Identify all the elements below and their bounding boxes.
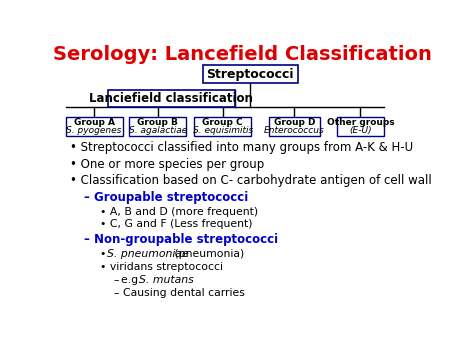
FancyBboxPatch shape (269, 117, 320, 136)
Text: • viridans streptococci: • viridans streptococci (100, 262, 223, 272)
Text: Group D: Group D (273, 118, 315, 127)
Text: S. equisimitis: S. equisimitis (192, 126, 253, 135)
Text: S. pneumoniae: S. pneumoniae (107, 250, 189, 260)
Text: e.g.: e.g. (120, 275, 145, 285)
Text: Serology: Lancefield Classification: Serology: Lancefield Classification (54, 45, 432, 64)
FancyBboxPatch shape (337, 117, 384, 136)
FancyBboxPatch shape (202, 65, 298, 83)
Text: Group C: Group C (202, 118, 243, 127)
Text: – Causing dental carries: – Causing dental carries (114, 288, 245, 298)
FancyBboxPatch shape (194, 117, 251, 136)
Text: Streptococci: Streptococci (207, 67, 294, 81)
Text: Enterococcus: Enterococcus (264, 126, 325, 135)
Text: –: – (114, 275, 123, 285)
Text: •: • (100, 250, 109, 260)
Text: • Streptococci classified into many groups from A-K & H-U: • Streptococci classified into many grou… (70, 141, 413, 154)
FancyBboxPatch shape (66, 117, 123, 136)
Text: – Groupable streptococci: – Groupable streptococci (84, 191, 248, 203)
Text: • A, B and D (more frequent): • A, B and D (more frequent) (100, 207, 258, 217)
FancyBboxPatch shape (108, 91, 235, 107)
Text: • One or more species per group: • One or more species per group (70, 158, 264, 171)
Text: (pneumonia): (pneumonia) (171, 250, 244, 260)
Text: S. pyogenes: S. pyogenes (66, 126, 122, 135)
Text: • Classification based on C- carbohydrate antigen of cell wall: • Classification based on C- carbohydrat… (70, 174, 432, 187)
Text: – Non-groupable streptococci: – Non-groupable streptococci (84, 234, 278, 246)
Text: Lanciefield classification: Lanciefield classification (90, 92, 253, 105)
Text: S. agalactiae: S. agalactiae (128, 126, 187, 135)
Text: Other groups: Other groups (327, 118, 394, 127)
Text: S. mutans: S. mutans (139, 275, 194, 285)
FancyBboxPatch shape (129, 117, 186, 136)
Text: Group B: Group B (137, 118, 178, 127)
Text: • C, G and F (Less frequent): • C, G and F (Less frequent) (100, 219, 252, 229)
Text: Group A: Group A (73, 118, 115, 127)
Text: (E-U): (E-U) (349, 126, 372, 135)
